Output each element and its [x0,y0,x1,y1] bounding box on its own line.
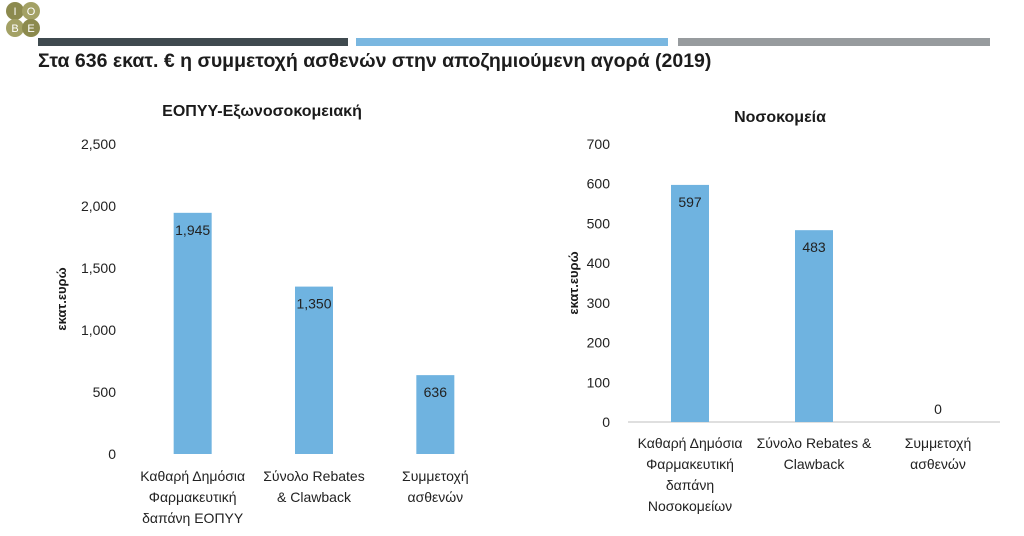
data-label: 0 [934,401,942,417]
data-label: 597 [678,194,702,210]
bar [671,184,709,422]
y-tick-label: 300 [587,295,611,311]
header-bar-gray [678,38,990,46]
category-label: Clawback [784,456,846,472]
y-tick-label: 500 [587,215,611,231]
y-tick-label: 600 [587,176,611,192]
svg-text:E: E [27,23,34,35]
category-label: Καθαρή Δημόσια [638,435,743,451]
y-tick-label: 200 [587,335,611,351]
data-label: 636 [424,384,448,400]
header-bar-blue [356,38,668,46]
y-axis-label: εκατ.ευρώ [54,267,69,330]
svg-text:O: O [27,6,36,18]
category-label: & Clawback [277,489,352,505]
svg-text:I: I [13,6,16,18]
chart-title: Νοσοκομεία [734,109,826,126]
category-label: ασθενών [910,456,966,472]
y-tick-label: 0 [602,414,610,430]
data-label: 1,350 [296,296,331,312]
y-tick-label: 1,000 [81,322,116,338]
category-label: Σύνολο Rebates & [757,435,872,451]
page-title: Στα 636 εκατ. € η συμμετοχή ασθενών στην… [38,50,712,72]
y-tick-label: 400 [587,255,611,271]
category-label: δαπάνη [666,477,714,493]
bar [416,375,455,454]
y-tick-label: 500 [93,384,117,400]
svg-text:B: B [11,23,18,35]
y-tick-label: 1,500 [81,260,116,276]
category-label: Φαρμακευτική [149,489,237,505]
category-label: ασθενών [407,489,463,505]
y-tick-label: 0 [108,446,116,462]
y-axis-label: εκατ.ευρώ [566,251,581,314]
header-bar-dark [38,38,348,46]
chart-eopyy: ΕΟΠΥΥ-Εξωνοσοκομειακή εκατ.ευρώ 0 500 1,000 1… [54,103,469,526]
data-label: 483 [802,239,826,255]
category-label: Συμμετοχή [905,435,972,451]
category-label: δαπάνη ΕΟΠΥΥ [142,510,244,526]
chart-title: ΕΟΠΥΥ-Εξωνοσοκομειακή [162,103,362,120]
y-tick-label: 100 [587,374,611,390]
iobe-logo: I O B E [6,2,40,37]
y-tick-label: 700 [587,136,611,152]
category-label: Νοσοκομείων [648,498,732,514]
y-tick-label: 2,000 [81,198,116,214]
bar [173,212,212,454]
category-label: Συμμετοχή [402,468,469,484]
bar [795,230,833,422]
bar [295,286,333,454]
category-label: Καθαρή Δημόσια [140,468,245,484]
category-label: Σύνολο Rebates [263,468,364,484]
category-label: Φαρμακευτική [646,456,734,472]
data-label: 1,945 [175,222,210,238]
y-tick-label: 2,500 [81,136,116,152]
chart-hospitals: Νοσοκομεία εκατ.ευρώ 0 100 200 300 400 500 600 70… [566,109,1000,514]
